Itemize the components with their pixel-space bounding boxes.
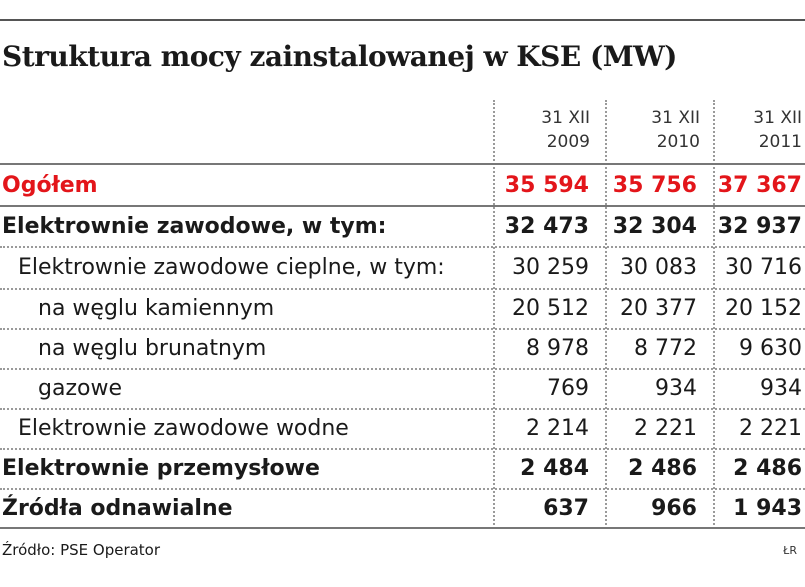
cell-2009: 32 473 [504, 214, 589, 239]
table-row: na węglu brunatnym 8 978 8 772 9 630 [0, 330, 805, 368]
row-rule [0, 448, 805, 450]
row-label: Elektrownie zawodowe, w tym: [2, 214, 387, 239]
cell-2011: 2 221 [739, 416, 802, 441]
column-header-2009: 31 XII 2009 [490, 106, 590, 154]
column-header-label: 31 XII [753, 108, 802, 128]
column-header-2010: 31 XII 2010 [600, 106, 700, 154]
cell-2010: 32 304 [612, 214, 697, 239]
row-label: Elektrownie zawodowe cieplne, w tym: [18, 255, 445, 280]
row-label: na węglu brunatnym [38, 336, 267, 361]
cell-2011: 32 937 [717, 214, 802, 239]
cell-2010: 20 377 [620, 296, 697, 321]
table-row-total: Ogółem 35 594 35 756 37 367 [0, 167, 805, 205]
cell-2011: 1 943 [733, 496, 802, 521]
top-rule [0, 19, 805, 21]
row-rule [0, 246, 805, 248]
table-row: Źródła odnawialne 637 966 1 943 [0, 490, 805, 528]
cell-2009: 2 484 [520, 456, 589, 481]
row-rule [0, 368, 805, 370]
cell-2010: 2 221 [634, 416, 697, 441]
cell-2009: 8 978 [526, 336, 589, 361]
column-separator [493, 100, 495, 525]
cell-2009: 20 512 [512, 296, 589, 321]
cell-2010: 934 [655, 376, 697, 401]
row-rule [0, 328, 805, 330]
cell-2011: 934 [760, 376, 802, 401]
cell-2011: 37 367 [717, 173, 802, 198]
table-row: Elektrownie zawodowe, w tym: 32 473 32 3… [0, 208, 805, 246]
table-row: Elektrownie zawodowe wodne 2 214 2 221 2… [0, 410, 805, 448]
cell-2009: 769 [547, 376, 589, 401]
column-header-label: 31 XII [651, 108, 700, 128]
row-rule [0, 408, 805, 410]
cell-2009: 30 259 [512, 255, 589, 280]
cell-2011: 2 486 [733, 456, 802, 481]
table-row: Elektrownie zawodowe cieplne, w tym: 30 … [0, 249, 805, 287]
cell-2010: 2 486 [628, 456, 697, 481]
column-separator [605, 100, 607, 525]
table-row: Elektrownie przemysłowe 2 484 2 486 2 48… [0, 450, 805, 488]
row-label: Źródła odnawialne [2, 496, 233, 521]
row-label: Ogółem [2, 173, 98, 198]
cell-2010: 966 [651, 496, 697, 521]
cell-2010: 30 083 [620, 255, 697, 280]
column-header-2011: 31 XII 2011 [702, 106, 802, 154]
source-note: Źródło: PSE Operator [2, 541, 161, 559]
cell-2011: 20 152 [725, 296, 802, 321]
row-label: Elektrownie zawodowe wodne [18, 416, 349, 441]
row-label: na węglu kamiennym [38, 296, 275, 321]
row-rule [0, 205, 805, 207]
table-title: Struktura mocy zainstalowanej w KSE (MW) [2, 40, 677, 73]
column-header-year: 2010 [656, 132, 700, 152]
cell-2009: 637 [543, 496, 589, 521]
table-row: na węglu kamiennym 20 512 20 377 20 152 [0, 290, 805, 328]
column-header-year: 2009 [546, 132, 590, 152]
row-label: gazowe [38, 376, 122, 401]
cell-2011: 9 630 [739, 336, 802, 361]
table-row: gazowe 769 934 934 [0, 370, 805, 408]
row-rule [0, 288, 805, 290]
column-header-year: 2011 [758, 132, 802, 152]
bottom-rule [0, 527, 805, 529]
row-rule [0, 488, 805, 490]
cell-2009: 2 214 [526, 416, 589, 441]
cell-2010: 8 772 [634, 336, 697, 361]
header-rule [0, 163, 805, 165]
row-label: Elektrownie przemysłowe [2, 456, 320, 481]
column-separator [713, 100, 715, 525]
author-credit: ŁR [783, 544, 797, 557]
column-header-label: 31 XII [541, 108, 590, 128]
cell-2010: 35 756 [612, 173, 697, 198]
cell-2009: 35 594 [504, 173, 589, 198]
cell-2011: 30 716 [725, 255, 802, 280]
